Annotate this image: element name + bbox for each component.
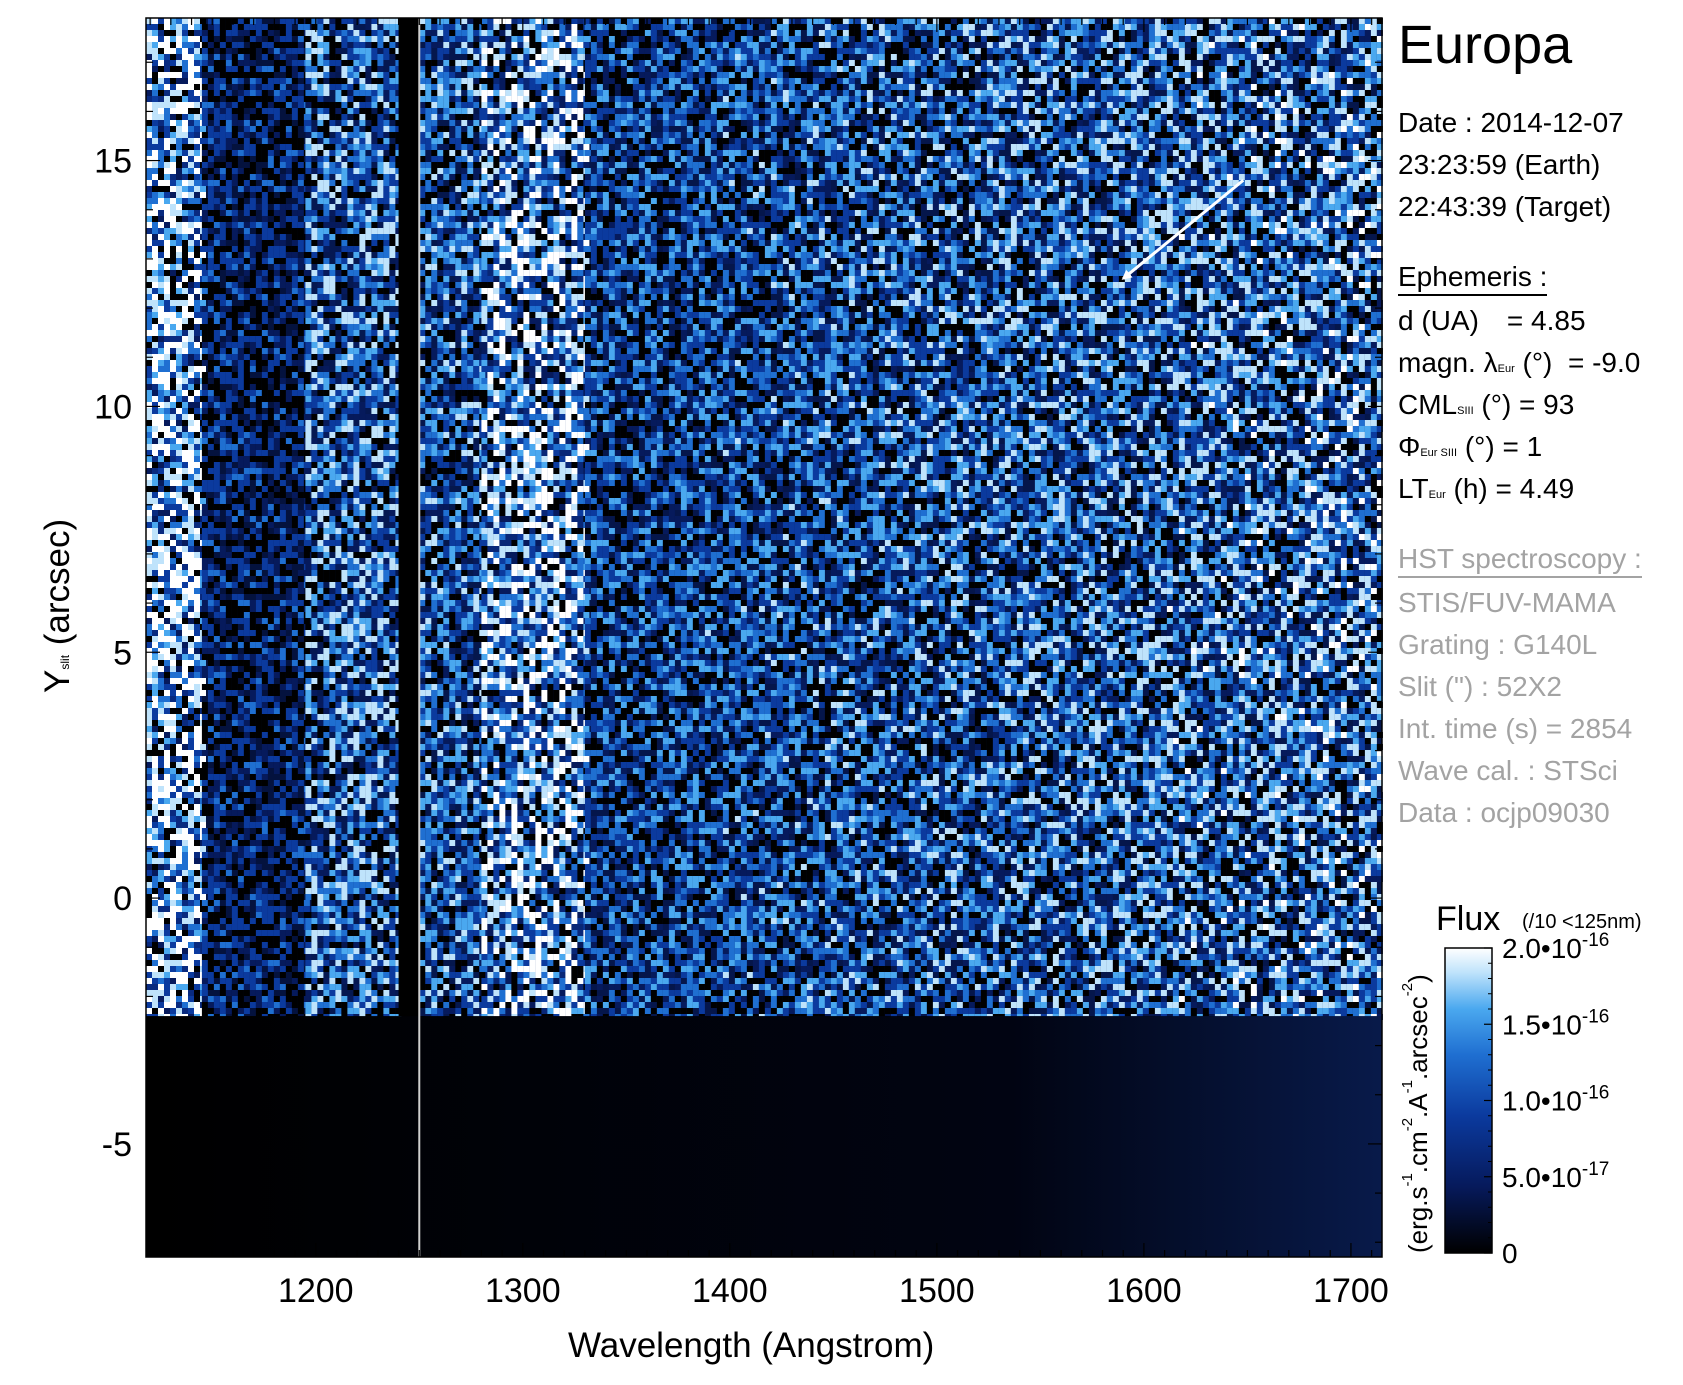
plot-area [146,18,1383,1257]
x-tick-label: 1300 [485,1272,561,1310]
ephemeris-cml: CMLSIII (°) = 93 [1398,384,1574,432]
hst-heading: HST spectroscopy : [1398,538,1642,580]
y-axis-label-sub: slit [58,655,72,670]
colorbar-note: (/10 <125nm) [1522,911,1642,934]
magn-lat-sub: Eur [1498,363,1515,375]
colorbar-tick-label: 1.0•10-16 [1502,1083,1609,1117]
colorbar-ylabel-exponent: -2 [1399,983,1416,996]
target-time: 22:43:39 (Target) [1398,186,1611,228]
x-tick-label: 1200 [278,1272,354,1310]
colorbar-ylabel-part: (erg.s [1403,1187,1433,1253]
y-axis-label-main: Y [38,670,77,693]
colorbar-ylabel-part: .A [1403,1093,1433,1118]
hst-slit: Slit (") : 52X2 [1398,666,1562,708]
y-tick-label: -5 [102,1126,132,1164]
x-axis-label: Wavelength (Angstrom) [568,1326,934,1366]
y-axis-label-unit: (arcsec) [38,519,77,645]
cml-label: CML [1398,389,1457,420]
colorbar-ylabel-part: ) [1403,974,1433,983]
colorbar-tick-label: 5.0•10-17 [1502,1159,1609,1193]
colorbar-ylabel-exponent: -2 [1399,1118,1416,1131]
magn-lat-value: = -9.0 [1568,347,1640,378]
y-tick-label: 10 [94,388,132,426]
no-data-region [146,1016,1382,1257]
phi-label: Φ [1398,431,1420,462]
hst-heading-text: HST spectroscopy : [1398,542,1642,578]
colorbar: 2.0•10-16 1.5•10-16 1.0•10-16 5.0•10-17 0 [1445,930,1609,1269]
ephemeris-distance: d (UA) = 4.85 [1398,300,1586,342]
spectrum-noise [146,18,1383,1020]
colorbar-ylabel-exponent: -1 [1399,1173,1416,1186]
cml-sub: SIII [1457,405,1474,417]
date-line: Date : 2014-12-07 [1398,102,1624,144]
colorbar-ylabel-part: .cm [1403,1131,1433,1173]
lt-sub: Eur [1429,489,1446,501]
cml-value: (°) = 93 [1481,389,1574,420]
colorbar-tick-label: 1.5•10-16 [1502,1006,1609,1040]
gap-column [399,18,411,1016]
colorbar-ylabel: (erg.s-1.cm-2.A-1.arcsec-2) [1403,974,1434,1253]
colorbar-ylabel-part: .arcsec [1403,996,1433,1080]
y-tick-label: 15 [94,143,132,181]
distance-value: = 4.85 [1507,305,1586,336]
hst-int-time: Int. time (s) = 2854 [1398,708,1632,750]
x-tick-label: 1500 [899,1272,975,1310]
hst-wave-cal: Wave cal. : STSci [1398,750,1618,792]
magn-lat-unit: (°) [1523,347,1553,378]
target-title: Europa [1398,14,1572,76]
colorbar-tick-label: 2.0•10-16 [1502,930,1609,964]
phi-sub: Eur SIII [1420,447,1457,459]
ephemeris-phi: ΦEur SIII (°) = 1 [1398,426,1542,474]
distance-label: d (UA) [1398,305,1479,336]
colorbar-ylabel-exponent: -1 [1399,1080,1416,1093]
hst-instrument: STIS/FUV-MAMA [1398,582,1616,624]
x-tick-label: 1700 [1313,1272,1389,1310]
ephemeris-lt: LTEur (h) = 4.49 [1398,468,1574,516]
colorbar-title: Flux [1436,900,1500,939]
x-tick-label: 1400 [692,1272,768,1310]
ephemeris-magn-lat: magn. λEur (°) = -9.0 [1398,342,1640,390]
hst-grating: Grating : G140L [1398,624,1597,666]
magn-lat-label: magn. λ [1398,347,1498,378]
colorbar-tick-label: 0 [1502,1238,1518,1269]
hst-data: Data : ocjp09030 [1398,792,1610,834]
phi-value: (°) = 1 [1465,431,1542,462]
y-tick-label: 0 [113,880,132,918]
y-tick-label: 5 [113,634,132,672]
lt-value: (h) = 4.49 [1454,473,1575,504]
ephemeris-heading: Ephemeris : [1398,256,1547,298]
lt-label: LT [1398,473,1429,504]
y-axis-label: Yslit (arcsec) [38,519,78,693]
earth-time: 23:23:59 (Earth) [1398,144,1600,186]
x-tick-label: 1600 [1106,1272,1182,1310]
ephemeris-heading-text: Ephemeris : [1398,260,1547,296]
